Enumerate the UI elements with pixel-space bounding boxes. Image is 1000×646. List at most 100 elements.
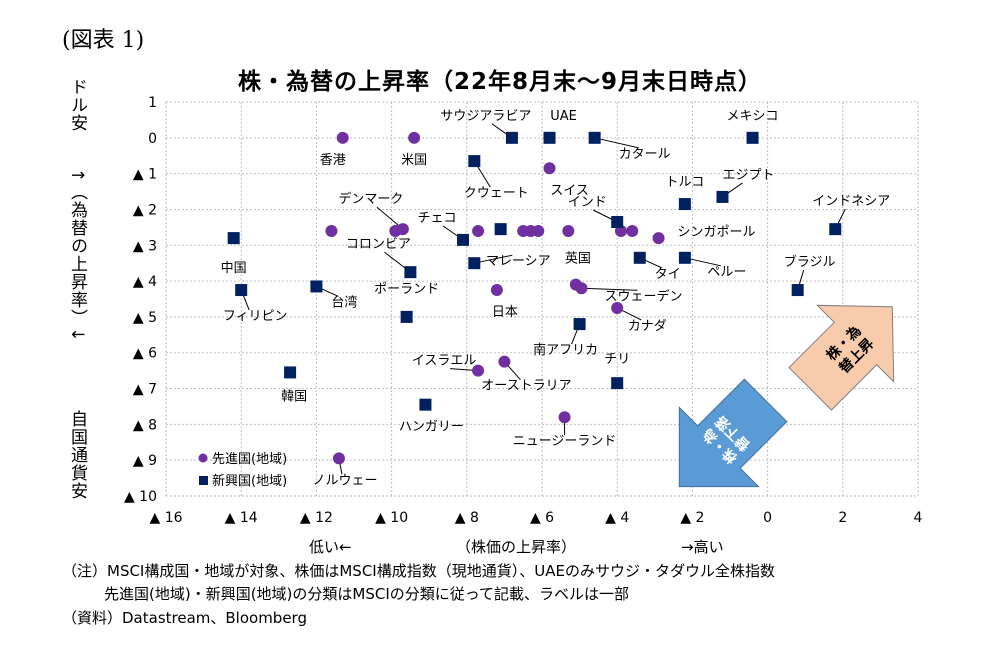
point-label: チェコ bbox=[418, 211, 457, 226]
developed-point bbox=[396, 223, 409, 236]
up-arrow: 株・為替上昇 bbox=[788, 304, 895, 411]
point-label: エジプト bbox=[722, 168, 774, 183]
legend-emerging-label: 新興国(地域) bbox=[212, 473, 287, 489]
emerging-point bbox=[457, 233, 470, 246]
x-tick-label: 0 bbox=[763, 510, 772, 526]
point-label: ノルウェー bbox=[312, 473, 377, 488]
emerging-point bbox=[678, 198, 691, 211]
x-label-left: 低い← bbox=[309, 538, 352, 556]
developed-point bbox=[472, 224, 485, 237]
point-label: 米国 bbox=[401, 153, 427, 168]
point-label: サウジアラビア bbox=[440, 109, 531, 124]
point-label: 中国 bbox=[221, 261, 247, 276]
point-label: デンマーク bbox=[338, 191, 403, 207]
y-tick-label: ▲ 9 bbox=[133, 453, 157, 469]
emerging-point bbox=[284, 366, 297, 379]
point-label: 日本 bbox=[492, 305, 518, 320]
label-leader bbox=[594, 137, 639, 149]
point-label: ニュージーランド bbox=[513, 434, 617, 449]
point-label: メキシコ bbox=[727, 109, 779, 124]
emerging-point bbox=[468, 155, 481, 168]
developed-point bbox=[562, 224, 575, 237]
y-tick-label: ▲ 6 bbox=[133, 346, 157, 362]
point-label: コロンビア bbox=[346, 237, 411, 252]
point-label: ペルー bbox=[707, 265, 746, 280]
axis-ticks: ▲ 16 ▲ 14 ▲ 12 ▲ 10 ▲ 8 ▲ 6 ▲ 4 ▲ 2 0 2 4 1 0 ▲ 1 ▲ 2 ▲… bbox=[124, 95, 923, 526]
point-label: カナダ bbox=[628, 319, 667, 334]
developed-point bbox=[575, 282, 588, 295]
note-line-2: 先進国(地域)・新興国(地域)の分類はMSCIの分類に従って記載、ラベルは一部 bbox=[104, 585, 630, 603]
point-label: スウェーデン bbox=[604, 288, 682, 304]
emerging-point bbox=[829, 223, 842, 236]
x-tick-label: ▲ 2 bbox=[680, 510, 704, 526]
developed-point bbox=[408, 131, 421, 144]
developed-point bbox=[498, 355, 511, 368]
x-tick-label: ▲ 10 bbox=[375, 510, 408, 526]
point-label: インド bbox=[568, 195, 607, 210]
figure-number: (図表 1) bbox=[62, 28, 145, 53]
developed-point bbox=[336, 131, 349, 144]
developed-point bbox=[558, 411, 571, 424]
emerging-point bbox=[404, 266, 417, 279]
point-label: チリ bbox=[604, 352, 630, 367]
developed-point bbox=[652, 232, 665, 245]
developed-point bbox=[490, 284, 503, 297]
x-label: （株価の上昇率） bbox=[456, 538, 577, 556]
point-label: タイ bbox=[655, 267, 681, 282]
note-line-1: （注）MSCI構成国・地域が対象、株価はMSCI構成指数（現地通貨）、UAEのみ… bbox=[62, 562, 775, 580]
point-label: 韓国 bbox=[281, 389, 307, 404]
y-tick-label: ▲ 4 bbox=[133, 274, 157, 290]
point-label: UAE bbox=[550, 109, 577, 124]
y-label-bottom: 自国通貨安 bbox=[67, 410, 87, 500]
emerging-point bbox=[419, 398, 432, 411]
data-points bbox=[227, 131, 842, 465]
point-label: スイス bbox=[550, 183, 589, 198]
y-tick-label: 0 bbox=[148, 131, 157, 147]
point-label: 英国 bbox=[565, 252, 591, 267]
y-label-middle: ↑（為替の上昇率）↓ bbox=[67, 168, 87, 343]
legend-square-marker bbox=[199, 476, 208, 485]
emerging-point bbox=[227, 232, 240, 245]
y-tick-label: ▲ 8 bbox=[133, 417, 157, 433]
chart-title: 株・為替の上昇率（22年8月末～9月末日時点） bbox=[237, 69, 762, 95]
emerging-point bbox=[611, 377, 624, 390]
point-label: マレーシア bbox=[486, 254, 551, 269]
x-tick-label: ▲ 6 bbox=[530, 510, 554, 526]
developed-point bbox=[626, 224, 639, 237]
x-tick-label: ▲ 14 bbox=[225, 510, 258, 526]
developed-point bbox=[611, 301, 624, 314]
emerging-point bbox=[494, 223, 507, 236]
y-tick-label: ▲ 2 bbox=[133, 202, 157, 218]
point-label: インドネシア bbox=[812, 194, 890, 209]
y-tick-label: ▲ 10 bbox=[124, 489, 157, 505]
point-label: オーストラリア bbox=[481, 379, 571, 394]
emerging-point bbox=[573, 318, 586, 331]
point-label: フィリピン bbox=[223, 309, 288, 324]
point-label: トルコ bbox=[666, 175, 705, 190]
emerging-point bbox=[468, 257, 481, 270]
emerging-point bbox=[611, 215, 624, 228]
y-label-top: ドル安 bbox=[67, 78, 87, 132]
emerging-point bbox=[633, 251, 646, 264]
emerging-point bbox=[543, 131, 556, 144]
point-label: イスラエル bbox=[412, 354, 477, 369]
emerging-point bbox=[791, 284, 804, 297]
y-tick-label: 1 bbox=[148, 95, 157, 111]
emerging-point bbox=[746, 131, 759, 144]
emerging-point bbox=[678, 251, 691, 264]
point-label: 南アフリカ bbox=[533, 342, 598, 358]
point-label: 香港 bbox=[320, 153, 346, 168]
developed-point bbox=[472, 364, 485, 377]
down-arrow: 株・為替下落 bbox=[678, 378, 788, 488]
emerging-point bbox=[235, 284, 248, 297]
point-label: カタール bbox=[619, 147, 671, 162]
developed-point bbox=[325, 224, 338, 237]
developed-point bbox=[543, 162, 556, 175]
label-leader bbox=[474, 254, 513, 264]
x-tick-label: ▲ 4 bbox=[605, 510, 629, 526]
y-tick-label: ▲ 5 bbox=[133, 310, 157, 326]
emerging-point bbox=[716, 190, 729, 203]
emerging-point bbox=[588, 131, 601, 144]
